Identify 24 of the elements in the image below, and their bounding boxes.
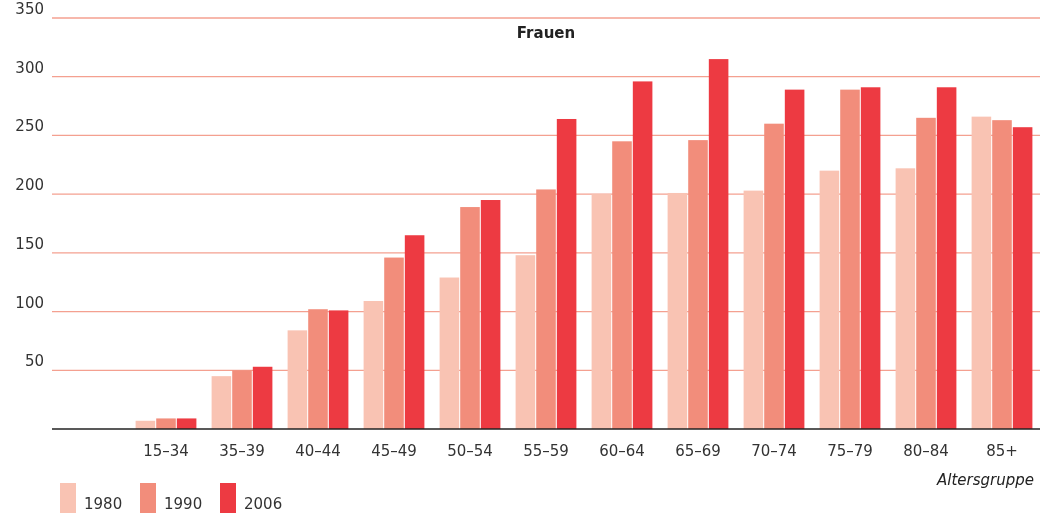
x-tick-label: 40–44: [295, 442, 341, 460]
x-axis-title: Altersgruppe: [936, 471, 1034, 489]
x-tick-label: 60–64: [599, 442, 645, 460]
x-tick-label: 75–79: [827, 442, 873, 460]
x-tick-label: 55–59: [523, 442, 569, 460]
x-tick-label: 85+: [986, 442, 1018, 460]
y-tick-label: 250: [15, 117, 44, 136]
y-tick-label: 150: [15, 234, 44, 253]
x-tick-label: 80–84: [903, 442, 949, 460]
legend-label: 1990: [164, 495, 203, 513]
x-tick-label: 35–39: [219, 442, 265, 460]
y-tick-label: 200: [15, 176, 44, 195]
x-tick-label: 65–69: [675, 442, 721, 460]
y-tick-label: 300: [15, 58, 44, 77]
legend-label: 2006: [244, 495, 283, 513]
text: Frauen: [516, 24, 576, 42]
y-tick-label: 100: [15, 293, 44, 312]
y-tick-label: 350: [15, 0, 44, 18]
x-tick-label: 15–34: [143, 442, 189, 460]
x-tick-label: 45–49: [371, 442, 417, 460]
legend-label: 1980: [84, 495, 123, 513]
x-tick-label: 50–54: [447, 442, 493, 460]
y-tick-label: 50: [24, 352, 44, 371]
x-tick-label: 70–74: [751, 442, 797, 460]
